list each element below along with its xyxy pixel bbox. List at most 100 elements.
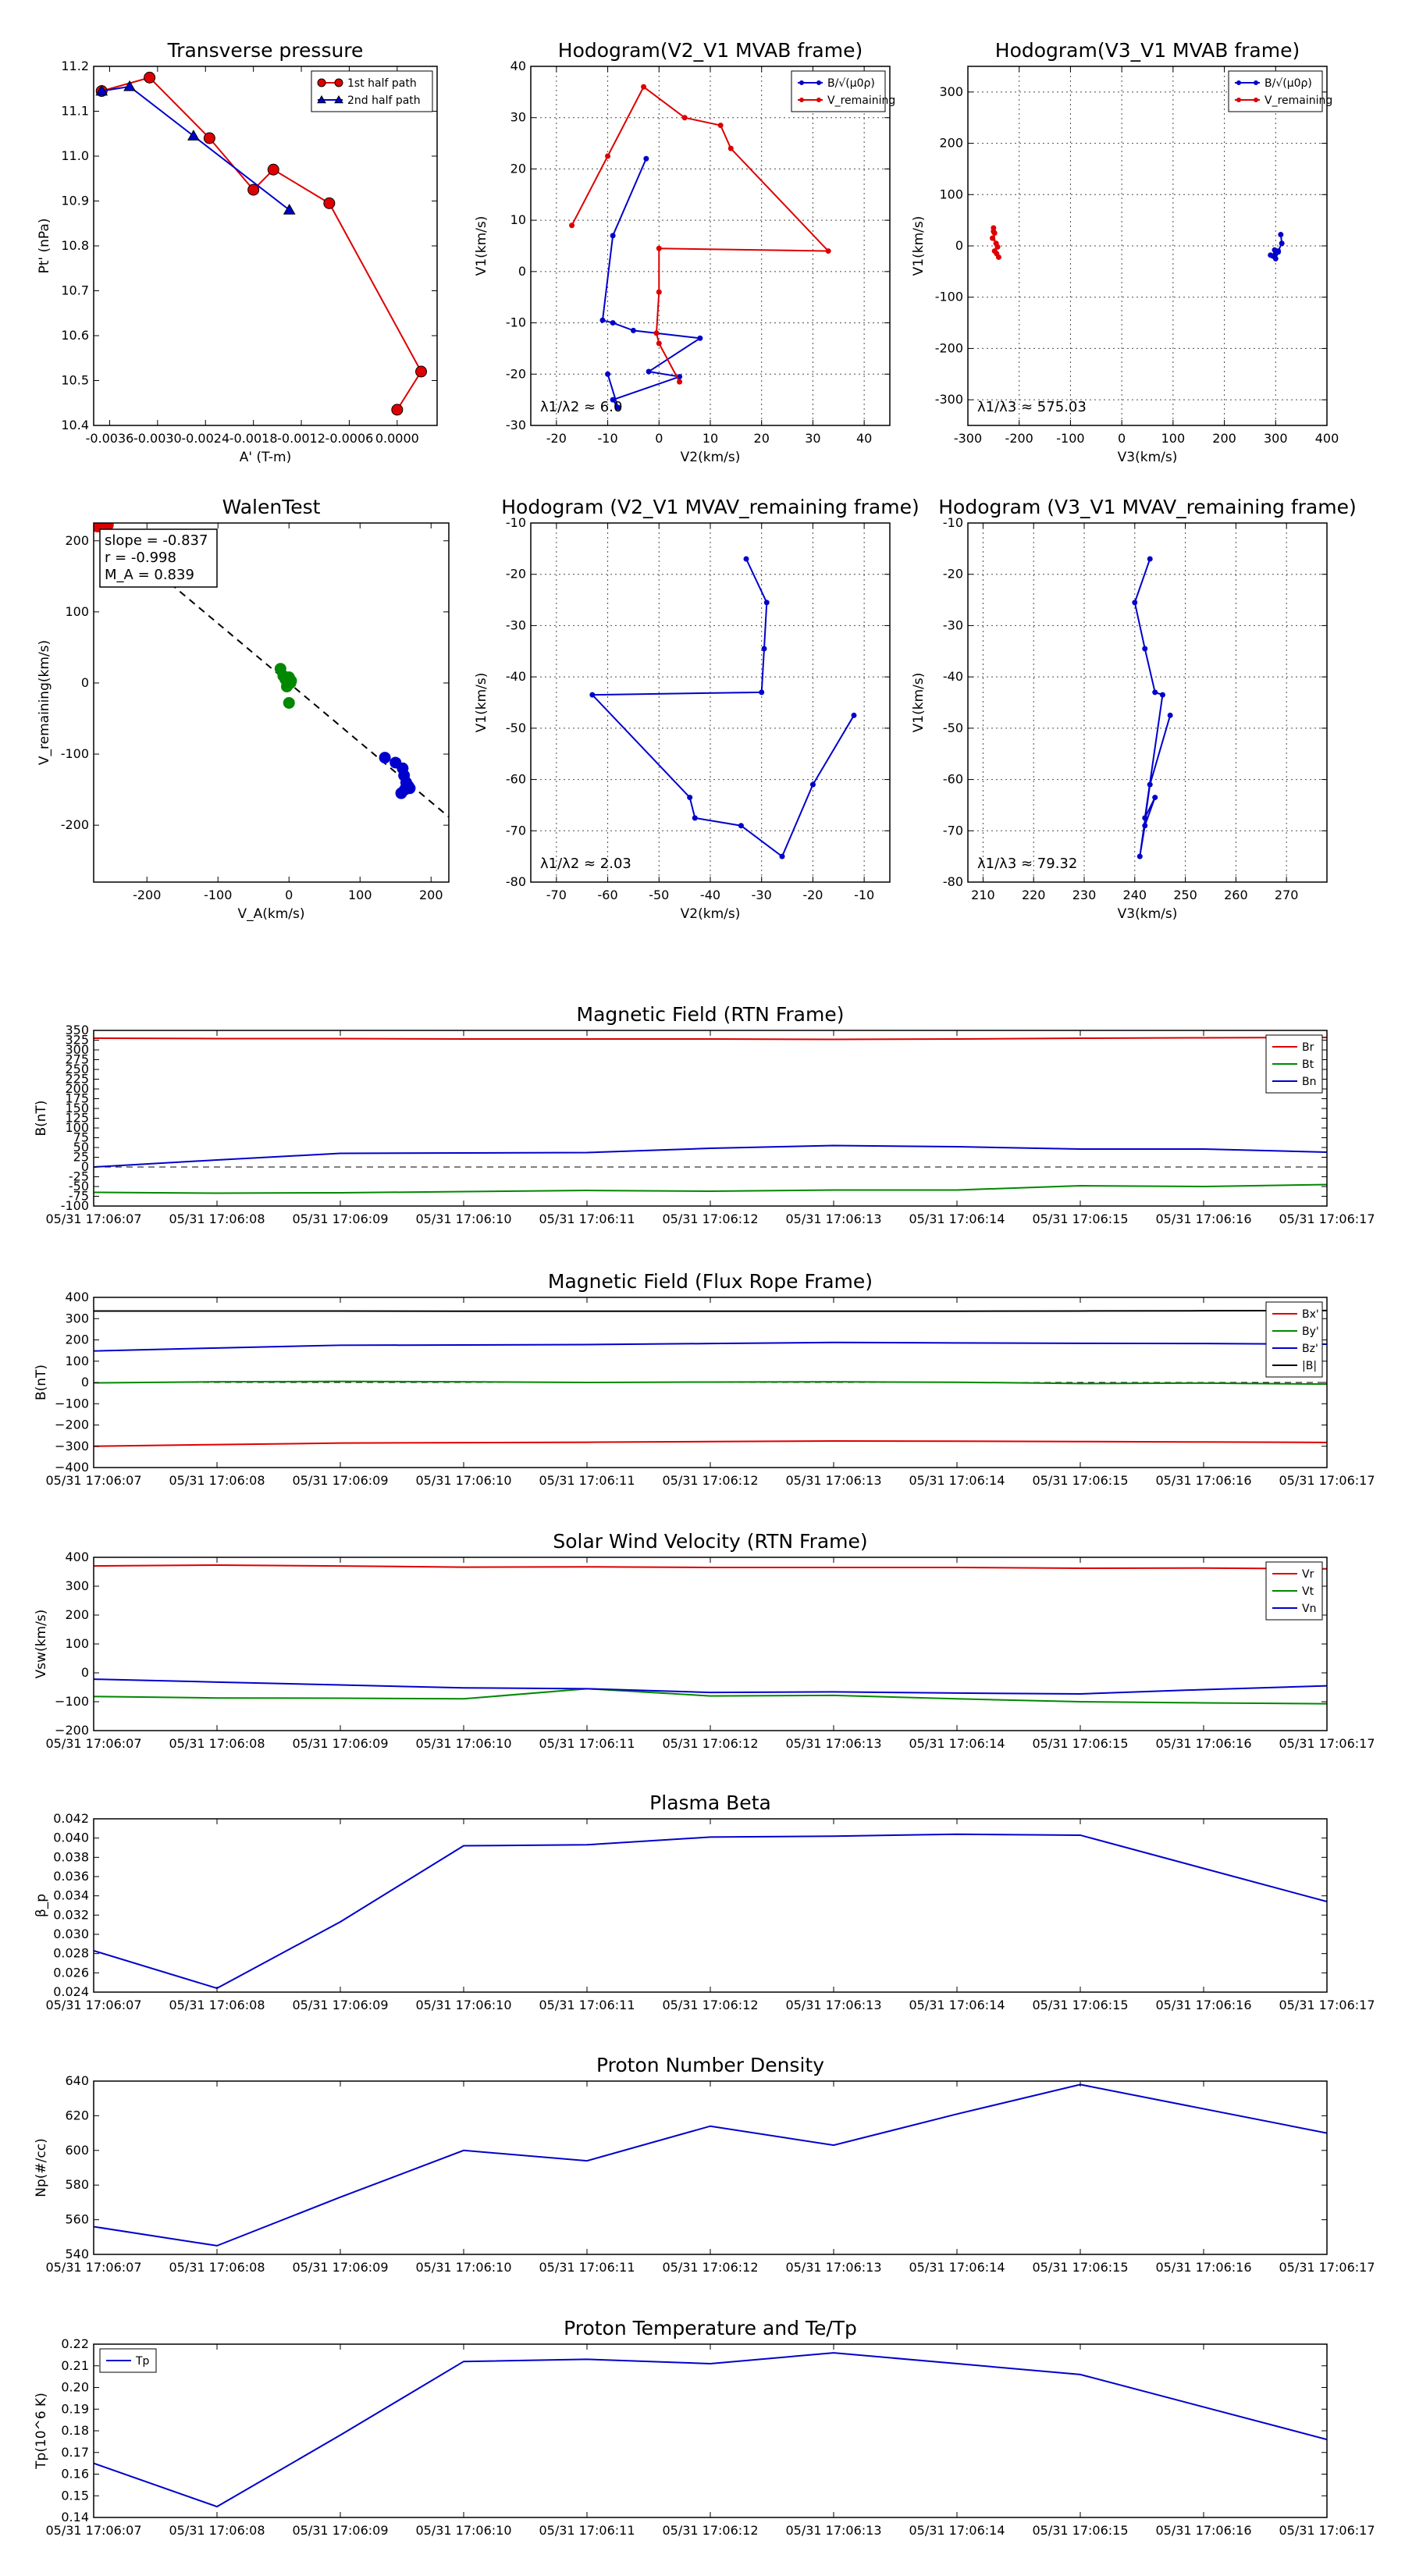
x-tick-label: 05/31 17:06:13 <box>785 1998 881 2012</box>
x-tick-label: 05/31 17:06:07 <box>45 2260 141 2275</box>
x-tick-label: 05/31 17:06:09 <box>292 1212 388 1226</box>
y-tick-label: 0 <box>81 675 89 690</box>
chart-title: Transverse pressure <box>167 39 364 62</box>
legend-marker <box>799 98 804 102</box>
series-beta-line <box>94 1833 1327 1990</box>
y-axis-label: B(nT) <box>34 1364 49 1400</box>
series-b-0--point <box>1272 255 1279 262</box>
x-axis-label: V2(km/s) <box>681 450 741 465</box>
y-tick-label: 0.028 <box>53 1946 89 1961</box>
x-tick-label: 05/31 17:06:11 <box>539 2523 635 2538</box>
series-1st-half-path-point <box>144 71 156 84</box>
y-tick-label: 100 <box>65 1120 89 1135</box>
series-v-remaining-point <box>717 123 724 129</box>
series-v-remaining-point <box>677 379 683 385</box>
series-path-point <box>1142 646 1148 652</box>
x-tick-label: 05/31 17:06:11 <box>539 1212 635 1226</box>
y-tick-label: 225 <box>65 1072 89 1087</box>
x-tick-label: 05/31 17:06:17 <box>1279 1998 1375 2012</box>
legend-marker <box>334 78 343 87</box>
x-tick-label: -10 <box>598 431 618 446</box>
y-axis-label: β_p <box>34 1894 49 1917</box>
x-tick-label: 05/31 17:06:15 <box>1032 1473 1128 1488</box>
series-1st-half-path-point <box>391 404 404 416</box>
x-tick-label: 05/31 17:06:13 <box>785 2523 881 2538</box>
x-tick-label: 05/31 17:06:12 <box>662 1998 758 2012</box>
legend-box <box>1228 70 1323 112</box>
x-tick-label: 200 <box>419 888 443 902</box>
legend-label: V_remaining <box>1264 94 1332 107</box>
legend-marker <box>1236 80 1241 85</box>
x-tick-label: 05/31 17:06:15 <box>1032 1212 1128 1226</box>
x-axis-label: V_A(km/s) <box>237 906 304 922</box>
legend-marker <box>317 94 326 104</box>
plot-data <box>94 2352 1327 2508</box>
y-tick-label: 0.036 <box>53 1869 89 1884</box>
x-tick-label: 240 <box>1123 888 1147 902</box>
x-tick-label: -50 <box>649 888 669 902</box>
plot-data <box>569 84 831 411</box>
y-tick-label: −100 <box>55 1396 89 1411</box>
x-tick-label: 05/31 17:06:07 <box>45 1998 141 2012</box>
x-tick-label: -20 <box>546 431 567 446</box>
series-path-point <box>1147 556 1153 562</box>
chart-title: Hodogram (V3_V1 MVAV_remaining frame) <box>938 496 1357 518</box>
x-tick-label: -30 <box>752 888 772 902</box>
series-v-remaining-point <box>641 84 647 90</box>
x-tick-label: -0.0036 <box>86 431 134 446</box>
x-tick-label: 300 <box>1264 431 1288 446</box>
series-b-0--point <box>599 317 606 323</box>
legend-marker <box>816 98 821 102</box>
series-path-line <box>590 558 855 858</box>
x-tick-label: 05/31 17:06:09 <box>292 1998 388 2012</box>
series-b-0--point <box>1268 252 1274 258</box>
x-tick-label: 260 <box>1224 888 1248 902</box>
series-v-remaining-point <box>569 222 575 229</box>
y-tick-label: 10.7 <box>61 283 89 298</box>
y-tick-label: 75 <box>73 1130 89 1145</box>
x-tick-label: -60 <box>598 888 618 902</box>
legend-label: 2nd half path <box>347 94 421 107</box>
y-tick-label: -30 <box>506 617 526 632</box>
x-tick-label: 05/31 17:06:11 <box>539 1998 635 2012</box>
y-tick-label: -50 <box>506 720 526 735</box>
stats-box <box>99 528 218 588</box>
legend-label: |B| <box>1302 1360 1317 1372</box>
y-tick-label: 0.040 <box>53 1831 89 1845</box>
series-tp-line <box>94 2352 1327 2508</box>
x-tick-label: 05/31 17:06:16 <box>1155 1736 1251 1751</box>
legend-marker <box>317 78 326 87</box>
series-path-point <box>1142 823 1148 829</box>
lambda-ratio-annotation: λ1/λ3 ≈ 575.03 <box>977 399 1087 415</box>
y-tick-label: 640 <box>65 2073 89 2088</box>
series-path-point <box>743 556 749 562</box>
chart-title: Magnetic Field (RTN Frame) <box>577 1003 845 1026</box>
y-tick-label: -30 <box>943 617 963 632</box>
legend-label: Br <box>1302 1041 1314 1054</box>
y-tick-label: -100 <box>61 1198 89 1213</box>
y-tick-label: 400 <box>65 1550 89 1564</box>
x-tick-label: -0.0006 <box>325 431 374 446</box>
x-tick-label: 05/31 17:06:15 <box>1032 1998 1128 2012</box>
x-tick-label: 05/31 17:06:09 <box>292 2523 388 2538</box>
plot-frame <box>93 2080 1328 2255</box>
x-tick-label: 20 <box>754 431 770 446</box>
series-vt-line <box>94 1688 1327 1705</box>
y-tick-label: -60 <box>506 772 526 787</box>
y-tick-label: −200 <box>55 1418 89 1432</box>
lambda-ratio-annotation: λ1/λ3 ≈ 79.32 <box>977 856 1077 872</box>
y-axis-label: Vsw(km/s) <box>34 1610 49 1679</box>
y-tick-label: -25 <box>69 1169 89 1184</box>
x-tick-label: 220 <box>1022 888 1046 902</box>
legend: Vr Vt Vn <box>1265 1561 1323 1621</box>
series-v-remaining-point <box>994 251 1000 257</box>
legend-label: B/√(μ0ρ) <box>1264 77 1312 90</box>
x-tick-label: 0.0000 <box>375 431 419 446</box>
x-tick-label: 05/31 17:06:08 <box>169 1998 265 2012</box>
series-path-point <box>1132 600 1138 606</box>
series-by--line <box>94 1380 1327 1386</box>
chart-h1: -20 -10 0 10 20 30 40 -30 -20 -10 0 10 20 30 40 Hodogra… <box>474 39 895 465</box>
y-tick-label: -30 <box>506 418 526 432</box>
y-tick-label: 0.14 <box>61 2510 89 2524</box>
y-tick-label: 175 <box>65 1091 89 1106</box>
